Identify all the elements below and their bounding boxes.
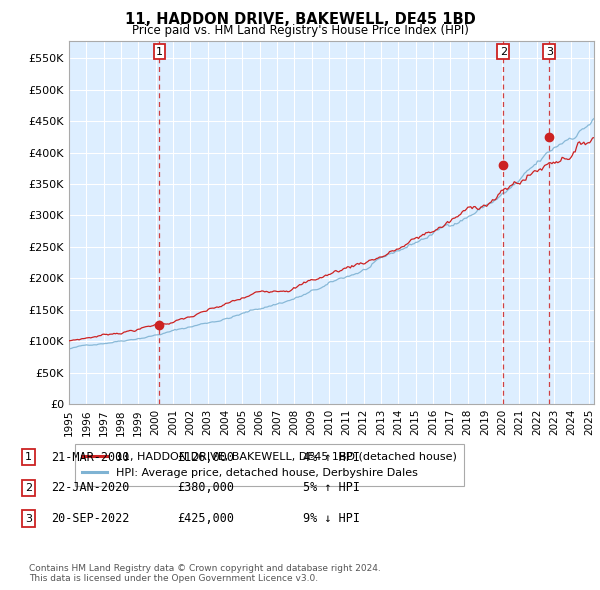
Text: 3: 3 bbox=[25, 514, 32, 523]
Text: Contains HM Land Registry data © Crown copyright and database right 2024.
This d: Contains HM Land Registry data © Crown c… bbox=[29, 563, 380, 583]
Legend: 11, HADDON DRIVE, BAKEWELL, DE45 1BD (detached house), HPI: Average price, detac: 11, HADDON DRIVE, BAKEWELL, DE45 1BD (de… bbox=[74, 444, 464, 486]
Text: 9% ↓ HPI: 9% ↓ HPI bbox=[303, 512, 360, 525]
Text: 3: 3 bbox=[546, 47, 553, 57]
Text: 5% ↑ HPI: 5% ↑ HPI bbox=[303, 481, 360, 494]
Text: 22-JAN-2020: 22-JAN-2020 bbox=[51, 481, 130, 494]
Text: 2: 2 bbox=[500, 47, 507, 57]
Text: 21-MAR-2000: 21-MAR-2000 bbox=[51, 451, 130, 464]
Text: 4% ↑ HPI: 4% ↑ HPI bbox=[303, 451, 360, 464]
Text: Price paid vs. HM Land Registry's House Price Index (HPI): Price paid vs. HM Land Registry's House … bbox=[131, 24, 469, 37]
Text: 11, HADDON DRIVE, BAKEWELL, DE45 1BD: 11, HADDON DRIVE, BAKEWELL, DE45 1BD bbox=[125, 12, 475, 27]
Text: 1: 1 bbox=[156, 47, 163, 57]
Text: £380,000: £380,000 bbox=[177, 481, 234, 494]
Text: 1: 1 bbox=[25, 453, 32, 462]
Text: £425,000: £425,000 bbox=[177, 512, 234, 525]
Text: £126,000: £126,000 bbox=[177, 451, 234, 464]
Text: 20-SEP-2022: 20-SEP-2022 bbox=[51, 512, 130, 525]
Text: 2: 2 bbox=[25, 483, 32, 493]
